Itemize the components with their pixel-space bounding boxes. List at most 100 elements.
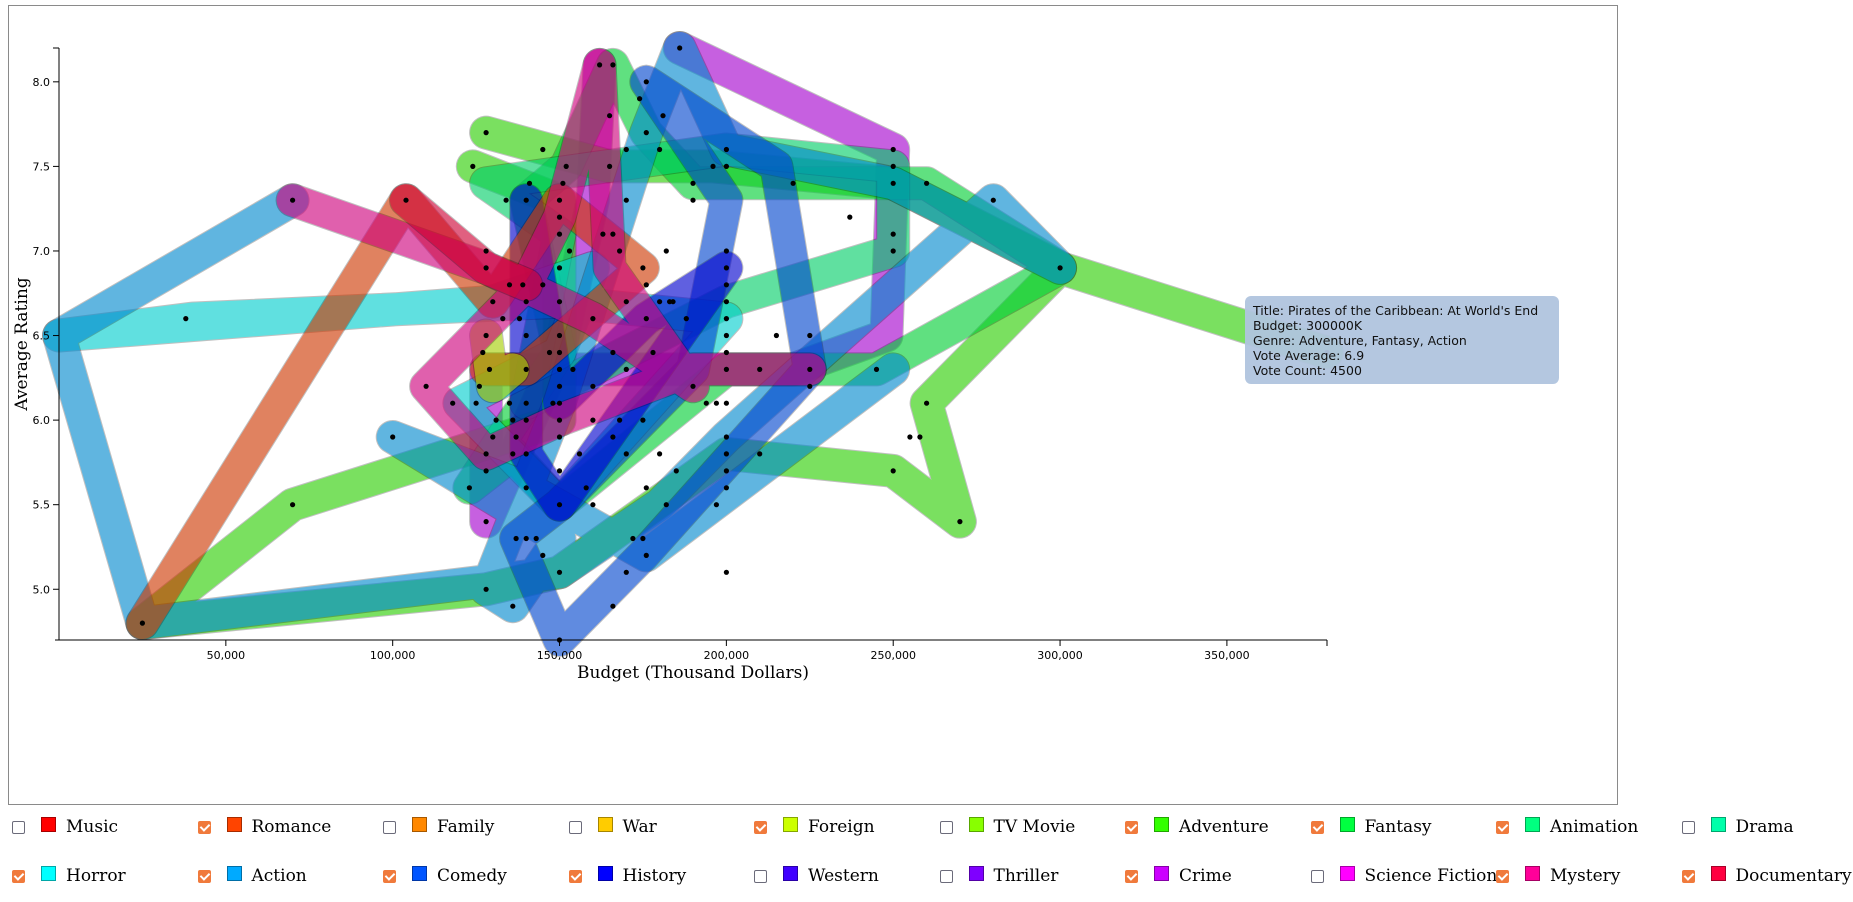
movie-point[interactable] <box>643 485 649 491</box>
movie-point[interactable] <box>790 180 796 186</box>
movie-point[interactable] <box>523 299 529 305</box>
legend-checkbox[interactable] <box>568 820 582 834</box>
movie-point[interactable] <box>486 366 493 372</box>
movie-point[interactable] <box>807 366 813 372</box>
movie-point[interactable] <box>713 502 720 508</box>
movie-point[interactable] <box>617 417 623 423</box>
movie-point[interactable] <box>483 248 489 254</box>
movie-point[interactable] <box>540 146 546 153</box>
movie-point[interactable] <box>483 451 489 457</box>
movie-point[interactable] <box>423 383 429 389</box>
movie-point[interactable] <box>890 180 896 186</box>
movie-point[interactable] <box>500 316 506 322</box>
legend-item-music[interactable]: Music <box>12 815 118 839</box>
movie-point[interactable] <box>643 552 649 559</box>
legend-checkbox[interactable] <box>1310 820 1324 834</box>
movie-point[interactable] <box>723 451 730 457</box>
movie-point[interactable] <box>556 400 563 406</box>
legend-item-science-fiction[interactable]: Science Fiction <box>1310 864 1497 888</box>
legend-item-action[interactable]: Action <box>197 864 307 888</box>
movie-point[interactable] <box>690 180 696 186</box>
legend-item-foreign[interactable]: Foreign <box>754 815 875 839</box>
movie-point[interactable] <box>556 434 563 440</box>
movie-point[interactable] <box>890 231 896 237</box>
movie-point[interactable] <box>523 417 529 423</box>
movie-point[interactable] <box>757 451 763 457</box>
movie-point[interactable] <box>590 502 596 508</box>
movie-point[interactable] <box>657 146 663 153</box>
movie-point[interactable] <box>663 502 669 508</box>
movie-point[interactable] <box>723 485 730 491</box>
movie-point[interactable] <box>610 231 616 237</box>
movie-point[interactable] <box>523 400 529 406</box>
legend-checkbox[interactable] <box>383 820 396 834</box>
legend-checkbox[interactable] <box>197 820 211 834</box>
movie-point[interactable] <box>506 282 513 288</box>
movie-point[interactable] <box>690 383 696 389</box>
legend-item-documentary[interactable]: Documentary <box>1681 864 1852 888</box>
movie-point[interactable] <box>523 332 529 339</box>
movie-point[interactable] <box>757 366 763 372</box>
movie-point[interactable] <box>473 400 479 406</box>
movie-point[interactable] <box>526 180 533 186</box>
movie-point[interactable] <box>556 231 563 237</box>
movie-point[interactable] <box>513 434 519 440</box>
movie-point[interactable] <box>723 400 730 406</box>
movie-point[interactable] <box>556 349 563 356</box>
genre-set-foreign[interactable] <box>469 318 530 404</box>
movie-point[interactable] <box>583 485 589 491</box>
movie-point[interactable] <box>610 434 616 440</box>
movie-point[interactable] <box>723 163 730 169</box>
movie-point[interactable] <box>723 468 730 474</box>
movie-point[interactable] <box>723 265 730 271</box>
movie-point[interactable] <box>550 400 556 406</box>
movie-point[interactable] <box>510 603 516 609</box>
movie-point[interactable] <box>493 417 499 423</box>
movie-point[interactable] <box>516 316 523 322</box>
movie-point[interactable] <box>560 180 566 186</box>
movie-point[interactable] <box>483 332 489 339</box>
legend-checkbox[interactable] <box>197 869 211 883</box>
movie-point[interactable] <box>563 163 569 169</box>
legend-item-western[interactable]: Western <box>754 864 879 888</box>
movie-point[interactable] <box>540 282 546 288</box>
movie-point[interactable] <box>723 366 730 372</box>
movie-point[interactable] <box>576 451 583 457</box>
legend-item-war[interactable]: War <box>568 815 657 839</box>
movie-point[interactable] <box>907 434 913 440</box>
movie-point[interactable] <box>610 349 616 356</box>
movie-point[interactable] <box>723 299 730 305</box>
movie-point[interactable] <box>807 332 813 339</box>
movie-point[interactable] <box>660 113 666 119</box>
movie-point[interactable] <box>483 130 489 136</box>
legend-checkbox[interactable] <box>939 820 953 834</box>
movie-point[interactable] <box>483 468 489 474</box>
movie-point[interactable] <box>540 552 546 559</box>
legend-checkbox[interactable] <box>939 869 953 883</box>
movie-point[interactable] <box>503 197 509 203</box>
movie-point[interactable] <box>290 197 296 203</box>
movie-point[interactable] <box>924 180 930 186</box>
movie-point[interactable] <box>523 535 529 542</box>
movie-point[interactable] <box>630 535 636 542</box>
movie-point[interactable] <box>520 282 526 288</box>
movie-point[interactable] <box>643 282 649 288</box>
legend-item-adventure[interactable]: Adventure <box>1125 815 1269 839</box>
legend-item-animation[interactable]: Animation <box>1496 815 1638 839</box>
movie-point[interactable] <box>490 299 496 305</box>
movie-point[interactable] <box>663 248 669 254</box>
movie-point[interactable] <box>590 417 596 423</box>
movie-point[interactable] <box>546 349 553 356</box>
movie-point[interactable] <box>643 79 649 85</box>
movie-point[interactable] <box>556 332 563 339</box>
legend-item-thriller[interactable]: Thriller <box>939 864 1058 888</box>
movie-point[interactable] <box>650 349 656 356</box>
movie-point[interactable] <box>556 299 563 305</box>
movie-point[interactable] <box>643 130 649 136</box>
movie-point[interactable] <box>683 316 689 322</box>
movie-point[interactable] <box>723 282 730 288</box>
movie-point[interactable] <box>713 400 720 406</box>
movie-point[interactable] <box>640 265 646 271</box>
movie-point[interactable] <box>723 146 730 153</box>
movie-point[interactable] <box>957 519 963 525</box>
